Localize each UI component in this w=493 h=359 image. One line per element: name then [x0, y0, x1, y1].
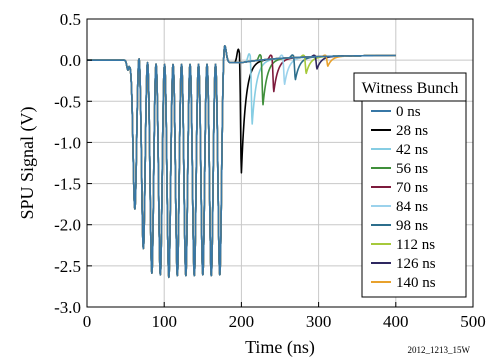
x-axis-title: Time (ns)	[245, 337, 315, 358]
legend: Witness Bunch 0 ns 28 ns 42 ns 56 ns 70 ns 84…	[353, 72, 467, 298]
y-tick-label: -3.0	[54, 298, 81, 317]
y-tick-label: -2.0	[54, 216, 81, 235]
y-tick-label: 0.0	[60, 51, 81, 70]
axis-ticks: 0 100 200 300 400 500 0.5 0.0 -0.5 -1.0 -1.5 -2.0 -2…	[54, 10, 486, 331]
x-tick-label: 200	[229, 312, 255, 331]
legend-label: 42 ns	[396, 142, 428, 158]
y-tick-label: -2.5	[54, 257, 81, 276]
x-tick-label: 500	[460, 312, 486, 331]
figure-id-label: 2012_1213_15W	[408, 345, 471, 355]
series-lines	[86, 45, 397, 279]
legend-label: 140 ns	[396, 275, 436, 291]
legend-label: 28 ns	[396, 123, 428, 139]
legend-label: 56 ns	[396, 161, 428, 177]
legend-box	[361, 100, 467, 298]
legend-label: 112 ns	[396, 237, 435, 253]
legend-title: Witness Bunch	[362, 80, 459, 97]
series-line-0-ns	[86, 45, 397, 279]
legend-entries: 0 ns 28 ns 42 ns 56 ns 70 ns 84 ns 98 ns 112 ns…	[371, 104, 436, 291]
x-tick-label: 0	[83, 312, 92, 331]
plot-frame	[86, 18, 474, 308]
x-tick-label: 100	[151, 312, 177, 331]
legend-label: 126 ns	[396, 256, 436, 272]
y-tick-label: -1.5	[54, 175, 81, 194]
legend-label: 70 ns	[396, 180, 428, 196]
x-tick-label: 300	[306, 312, 332, 331]
x-tick-label: 400	[383, 312, 409, 331]
legend-label: 0 ns	[396, 104, 421, 120]
y-tick-label: -1.0	[54, 133, 81, 152]
y-axis-title: SPU Signal (V)	[17, 106, 38, 219]
legend-title-box	[353, 72, 467, 102]
y-tick-label: -0.5	[54, 92, 81, 111]
legend-label: 84 ns	[396, 199, 428, 215]
y-tick-label: 0.5	[60, 10, 81, 29]
legend-label: 98 ns	[396, 218, 428, 234]
